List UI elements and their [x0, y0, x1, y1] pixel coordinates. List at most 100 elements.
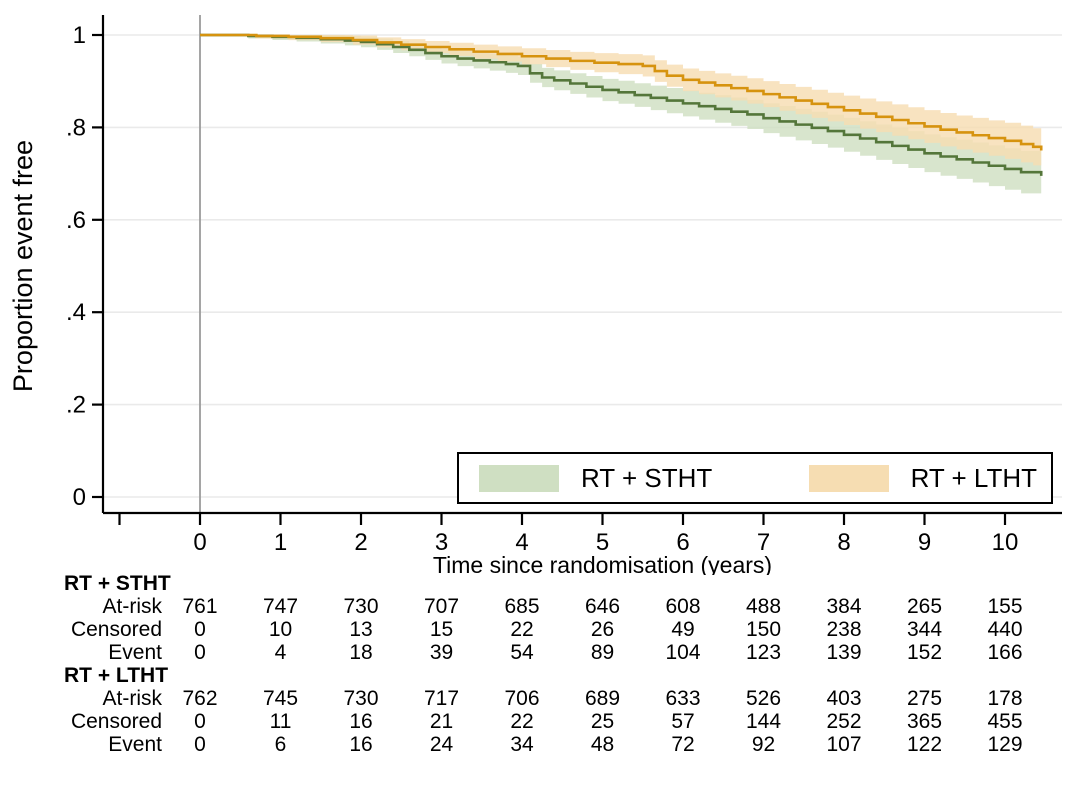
- legend-entry-rt-ltht: RT + LTHT: [808, 462, 1037, 494]
- risk-table-value: 252: [826, 710, 862, 733]
- risk-table-value: 178: [987, 687, 1023, 710]
- risk-table-row-label: At-risk: [102, 595, 163, 618]
- risk-table-value: 150: [745, 618, 782, 641]
- risk-table-value: 107: [826, 733, 862, 756]
- legend-label-rt-ltht: RT + LTHT: [910, 462, 1037, 493]
- risk-table-value: 129: [987, 733, 1023, 756]
- risk-table-value: 685: [504, 595, 540, 618]
- risk-table-value: 26: [590, 618, 615, 641]
- y-tick-label: .6: [66, 207, 86, 234]
- risk-table-value: 265: [906, 595, 943, 618]
- risk-table-value: 57: [671, 710, 695, 733]
- risk-table-value: 0: [194, 618, 206, 641]
- x-tick-label: 0: [193, 529, 206, 556]
- km-line-rt-ltht: [200, 33, 1043, 151]
- risk-table-value: 365: [906, 710, 943, 733]
- x-tick-label: 10: [992, 529, 1019, 556]
- risk-table-value: 49: [671, 618, 695, 641]
- risk-table-value: 155: [987, 595, 1023, 618]
- risk-table-value: 238: [826, 618, 862, 641]
- risk-table-value: 344: [906, 618, 943, 641]
- risk-table-value: 275: [906, 687, 943, 710]
- risk-table-value: 16: [349, 733, 373, 756]
- risk-table-value: 152: [906, 641, 943, 664]
- risk-table-row-label: Censored: [70, 710, 162, 733]
- x-axis-title: Time since randomisation (years): [433, 552, 772, 575]
- risk-table-value: 608: [665, 595, 701, 618]
- risk-table-value: 384: [826, 595, 862, 618]
- risk-table-value: 707: [423, 595, 460, 618]
- y-tick-label: .2: [66, 392, 86, 419]
- risk-table-value: 34: [510, 733, 534, 756]
- legend-label-rt-stht: RT + STHT: [581, 462, 713, 493]
- risk-table-value: 144: [745, 710, 782, 733]
- risk-table-value: 166: [987, 641, 1023, 664]
- x-tick-label: 1: [274, 529, 287, 556]
- x-tick-label: 3: [435, 529, 448, 556]
- risk-table-value: 0: [194, 641, 206, 664]
- risk-table-value: 747: [262, 595, 299, 618]
- y-tick-label: .4: [66, 299, 86, 326]
- y-axis-title: Proportion event free: [8, 140, 38, 392]
- risk-table-value: 455: [987, 710, 1023, 733]
- risk-table-value: 762: [182, 687, 218, 710]
- risk-table-value: 16: [349, 710, 373, 733]
- risk-table-value: 6: [274, 733, 287, 756]
- risk-table-value: 25: [590, 710, 615, 733]
- x-tick-label: 7: [757, 529, 770, 556]
- risk-table-value: 4: [274, 641, 287, 664]
- risk-table-value: 745: [262, 687, 299, 710]
- risk-table-value: 54: [510, 641, 534, 664]
- risk-table-value: 72: [671, 733, 695, 756]
- risk-table-row-label: Censored: [70, 618, 162, 641]
- legend-entry-rt-stht: RT + STHT: [479, 463, 712, 494]
- x-tick-label: 5: [596, 529, 609, 556]
- risk-table-value: 122: [906, 733, 943, 756]
- risk-table-value: 15: [429, 618, 454, 641]
- confidence-band-rt-ltht: [200, 35, 1042, 170]
- risk-table-value: 92: [751, 733, 776, 756]
- risk-table-row-label: At-risk: [102, 687, 163, 710]
- risk-table-row-label: Event: [108, 641, 162, 664]
- risk-table-value: 730: [343, 595, 379, 618]
- risk-table-value: 10: [268, 618, 293, 641]
- risk-table-value: 22: [510, 618, 534, 641]
- legend-swatch-rt-ltht-icon: [808, 464, 889, 492]
- risk-table-value: 22: [510, 710, 534, 733]
- risk-table-value: 440: [987, 618, 1023, 641]
- x-tick-label: 4: [515, 529, 528, 556]
- risk-table-value: 0: [194, 733, 206, 756]
- risk-table-value: 717: [423, 687, 460, 710]
- risk-table-value: 48: [590, 733, 615, 756]
- x-tick-label: 8: [837, 529, 850, 556]
- y-tick-label: 1: [73, 22, 86, 49]
- risk-table-value: 488: [745, 595, 782, 618]
- risk-table-row-label: Event: [108, 733, 162, 756]
- x-tick-label: 2: [354, 529, 367, 556]
- risk-table-value: 18: [349, 641, 373, 664]
- x-tick-label: 9: [918, 529, 931, 556]
- risk-table-value: 706: [504, 687, 540, 710]
- risk-table-group-header: RT + STHT: [64, 572, 171, 595]
- km-line-rt-stht: [200, 33, 1043, 176]
- risk-table-value: 761: [182, 595, 218, 618]
- y-tick-label: .8: [66, 114, 86, 141]
- risk-table-value: 689: [584, 687, 621, 710]
- risk-table-value: 139: [826, 641, 862, 664]
- x-tick-label: 6: [676, 529, 689, 556]
- risk-table-value: 0: [194, 710, 206, 733]
- risk-table-value: 526: [745, 687, 782, 710]
- risk-table-value: 633: [665, 687, 701, 710]
- risk-table-value: 21: [429, 710, 454, 733]
- risk-table-value: 39: [429, 641, 454, 664]
- risk-table-value: 11: [269, 710, 292, 733]
- legend: RT + STHT RT + LTHT: [457, 452, 1053, 504]
- risk-table-value: 13: [349, 618, 373, 641]
- risk-table-value: 646: [584, 595, 621, 618]
- risk-table-group-header: RT + LTHT: [64, 664, 169, 687]
- risk-table-value: 104: [665, 641, 701, 664]
- risk-table-value: 403: [826, 687, 862, 710]
- legend-swatch-rt-stht-icon: [479, 464, 559, 492]
